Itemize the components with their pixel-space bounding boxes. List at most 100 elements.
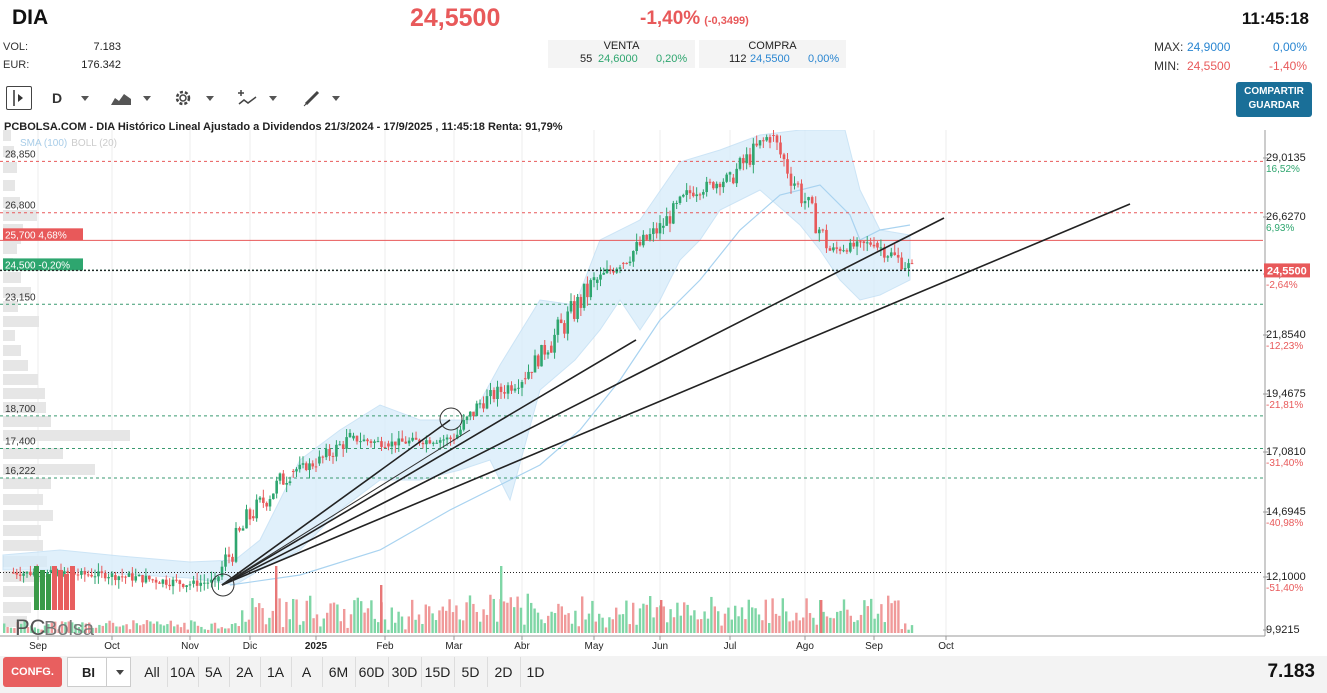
- x-tick-label: Dic: [243, 641, 257, 652]
- volume-bar: [509, 597, 512, 633]
- candle-body: [324, 449, 328, 458]
- sma-line: [229, 184, 911, 586]
- candle-body: [238, 527, 241, 531]
- change-abs: (-0,3499): [704, 15, 749, 27]
- volume-bar: [754, 608, 757, 633]
- period-button-5a[interactable]: 5A: [198, 657, 228, 687]
- period-button-1d[interactable]: 1D: [520, 657, 550, 687]
- volume-bar: [737, 616, 740, 633]
- profile-bar: [3, 525, 41, 536]
- volume-bar: [74, 623, 77, 633]
- volume-bar: [241, 610, 244, 633]
- candle-body: [779, 142, 782, 155]
- volume-bar: [190, 620, 193, 633]
- candle-body: [345, 437, 348, 449]
- volume-bar: [802, 617, 805, 633]
- candle-body: [376, 441, 380, 443]
- candle-body: [825, 229, 828, 249]
- period-button-all[interactable]: All: [144, 664, 160, 680]
- period-button-1a[interactable]: 1A: [260, 657, 290, 687]
- buy-label: COMPRA: [748, 40, 797, 52]
- volume-bar: [468, 595, 472, 633]
- candle-body: [400, 438, 404, 442]
- volume-bar: [302, 621, 305, 633]
- volume-bar: [387, 629, 390, 633]
- candle-body: [675, 202, 678, 204]
- trend-line: [221, 339, 637, 586]
- volume-bar: [81, 622, 84, 633]
- candle-body: [252, 516, 255, 519]
- profile-bar: [3, 301, 18, 312]
- volume-bar: [298, 624, 302, 633]
- watermark-bar: [70, 566, 75, 610]
- scale-select[interactable]: BI: [67, 657, 131, 687]
- period-button-5d[interactable]: 5D: [454, 657, 486, 687]
- indicators-button[interactable]: [236, 86, 258, 110]
- period-button-2a[interactable]: 2A: [229, 657, 259, 687]
- config-button[interactable]: CONFG.: [3, 657, 62, 687]
- candle-body: [859, 241, 862, 243]
- candle-body: [772, 135, 775, 137]
- candle-body: [210, 579, 213, 583]
- candle-body: [231, 556, 234, 562]
- chevron-down-icon[interactable]: [332, 96, 340, 101]
- volume-bar: [57, 629, 60, 633]
- candle-body: [665, 216, 668, 226]
- settings-button[interactable]: [172, 86, 194, 110]
- candle-body: [698, 194, 702, 196]
- volume-bar: [788, 621, 791, 633]
- period-button-2d[interactable]: 2D: [487, 657, 519, 687]
- chevron-down-icon[interactable]: [81, 96, 89, 101]
- watermark-bar: [64, 574, 69, 610]
- period-select[interactable]: D: [52, 86, 62, 110]
- volume-bar: [339, 621, 342, 633]
- panel-toggle-button[interactable]: [6, 86, 32, 110]
- profile-bar: [3, 197, 20, 208]
- x-tick-label: Jun: [652, 641, 668, 652]
- candle-body: [213, 577, 217, 580]
- period-button-60d[interactable]: 60D: [355, 657, 387, 687]
- volume-bar: [645, 604, 648, 633]
- profile-bar: [3, 586, 35, 597]
- profile-bar: [3, 287, 31, 298]
- plot-background: [0, 130, 1265, 636]
- chevron-down-icon[interactable]: [143, 96, 151, 101]
- period-button-a[interactable]: A: [291, 657, 321, 687]
- period-button-15d[interactable]: 15D: [421, 657, 453, 687]
- period-button-6m[interactable]: 6M: [322, 657, 354, 687]
- candle-body: [295, 469, 298, 472]
- share-save-button[interactable]: COMPARTIR GUARDAR: [1236, 82, 1312, 117]
- period-button-10a[interactable]: 10A: [167, 657, 197, 687]
- volume-bar: [584, 619, 587, 633]
- volume-bar: [244, 621, 247, 633]
- profile-bar: [3, 478, 51, 489]
- trend-line: [221, 203, 1131, 586]
- candle-body: [262, 497, 265, 503]
- volume-bar: [615, 607, 618, 633]
- volume-bar: [553, 613, 557, 633]
- chevron-down-icon[interactable]: [269, 96, 277, 101]
- candle-body: [407, 440, 411, 444]
- volume-bar: [149, 621, 152, 633]
- volume-bar: [526, 593, 529, 633]
- volume-bar: [152, 623, 155, 633]
- volume-bar: [6, 627, 9, 633]
- draw-tools-button[interactable]: [302, 86, 324, 110]
- candle-body: [556, 319, 560, 335]
- candle-body: [144, 575, 148, 583]
- volume-bar: [897, 600, 900, 633]
- price-chart[interactable]: 28,850 26,800 25,700 4,68% 24,500 -0,20% 23,…: [0, 130, 1327, 656]
- axis-price-label: 17,0810: [1266, 446, 1306, 458]
- chart-type-button[interactable]: [110, 86, 132, 110]
- volume-bar: [768, 622, 771, 633]
- volume-bar: [536, 612, 540, 633]
- volume-bar: [774, 613, 778, 633]
- candle-body: [314, 466, 318, 468]
- candle-body: [886, 256, 890, 258]
- chevron-down-icon[interactable]: [206, 96, 214, 101]
- volume-bar: [900, 629, 903, 633]
- eur-value: 176.342: [81, 59, 121, 71]
- axis-pct-label: -2,64%: [1266, 280, 1298, 291]
- period-button-30d[interactable]: 30D: [388, 657, 420, 687]
- volume-bar: [400, 616, 404, 633]
